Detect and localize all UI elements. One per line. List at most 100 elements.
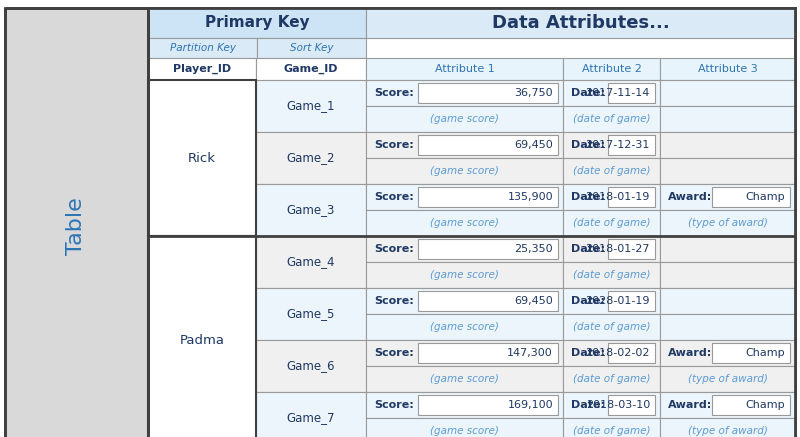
Bar [660,184,795,210]
Text: Score:: Score: [374,348,414,358]
Text: Game_4: Game_4 [286,256,335,268]
Text: 147,300: 147,300 [507,348,553,358]
Bar [366,158,563,184]
Text: (date of game): (date of game) [573,374,650,384]
Bar [563,58,660,80]
Text: Score:: Score: [374,140,414,150]
Text: Game_5: Game_5 [287,308,335,320]
Bar [418,187,558,207]
Text: (date of game): (date of game) [573,270,650,280]
Text: Date:: Date: [571,88,605,98]
Text: Date:: Date: [571,400,605,410]
Bar [418,83,558,103]
Bar [256,236,366,288]
Bar [366,418,563,437]
Bar [563,184,660,210]
Text: (date of game): (date of game) [573,322,650,332]
Text: 2018-03-10: 2018-03-10 [586,400,650,410]
Text: Primary Key: Primary Key [205,15,310,31]
Bar [418,291,558,311]
Bar [608,135,655,155]
Text: Game_ID: Game_ID [284,64,338,74]
Bar [563,418,660,437]
Bar [563,288,660,314]
Bar [5,8,148,437]
Bar [660,236,795,262]
Text: Score:: Score: [374,400,414,410]
Text: Partition Key: Partition Key [170,43,235,53]
Bar [608,187,655,207]
Bar [660,106,795,132]
Bar [660,392,795,418]
Text: Attribute 2: Attribute 2 [582,64,642,74]
Bar [660,288,795,314]
Bar [563,210,660,236]
Bar [366,80,563,106]
Bar [563,340,660,366]
Bar [660,210,795,236]
Bar [660,340,795,366]
Bar [366,8,795,38]
Bar [148,8,366,38]
Bar [366,288,563,314]
Text: 135,900: 135,900 [507,192,553,202]
Text: Game_1: Game_1 [286,100,335,112]
Text: (game score): (game score) [430,322,499,332]
Bar [148,8,795,437]
Text: Award:: Award: [668,348,712,358]
Text: (game score): (game score) [430,270,499,280]
Bar [256,340,366,392]
Bar [712,343,790,363]
Text: Score:: Score: [374,296,414,306]
Text: 2018-01-27: 2018-01-27 [586,244,650,254]
Text: 2018-01-19: 2018-01-19 [586,192,650,202]
Bar [563,80,660,106]
Text: 2017-12-31: 2017-12-31 [586,140,650,150]
Bar [563,262,660,288]
Text: Game_3: Game_3 [287,204,335,216]
Text: (type of award): (type of award) [687,426,767,436]
Text: Champ: Champ [746,348,785,358]
Text: 2018-02-02: 2018-02-02 [586,348,650,358]
Text: (date of game): (date of game) [573,426,650,436]
Bar [418,135,558,155]
Text: Game_7: Game_7 [286,412,335,424]
Text: Date:: Date: [571,140,605,150]
Bar [256,288,366,340]
Bar [366,210,563,236]
Bar [563,132,660,158]
Text: (game score): (game score) [430,166,499,176]
Text: Award:: Award: [668,400,712,410]
Text: (game score): (game score) [430,426,499,436]
Text: Table: Table [66,197,86,255]
Bar [5,8,148,437]
Bar [366,236,563,262]
Bar [148,236,256,437]
Bar [563,236,660,262]
Bar [563,366,660,392]
Text: Champ: Champ [746,400,785,410]
Text: Champ: Champ [746,192,785,202]
Bar [366,132,563,158]
Bar [563,392,660,418]
Text: (date of game): (date of game) [573,114,650,124]
Text: Player_ID: Player_ID [173,64,231,74]
Bar [608,395,655,415]
Bar [366,366,563,392]
Text: Rick: Rick [188,152,216,164]
Bar [660,314,795,340]
Text: (game score): (game score) [430,218,499,228]
Bar [418,343,558,363]
Text: 69,450: 69,450 [514,296,553,306]
Text: Date:: Date: [571,348,605,358]
Bar [366,58,563,80]
Text: Game_6: Game_6 [286,360,335,372]
Text: Padma: Padma [179,333,225,347]
Bar [608,83,655,103]
Text: (date of game): (date of game) [573,166,650,176]
Bar [366,262,563,288]
Bar [608,291,655,311]
Bar [148,58,256,80]
Text: Date:: Date: [571,244,605,254]
Text: Attribute 3: Attribute 3 [698,64,758,74]
